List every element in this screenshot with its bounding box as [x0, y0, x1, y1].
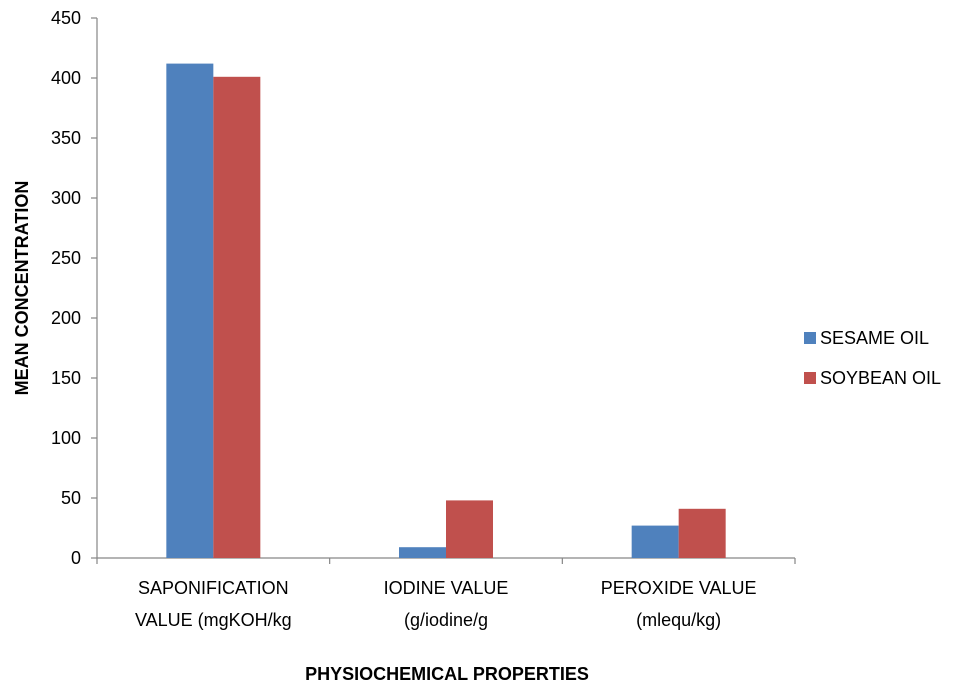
y-tick-label: 400 — [51, 68, 81, 88]
bar-sesame-oil — [166, 63, 214, 558]
y-tick-label: 0 — [71, 548, 81, 568]
x-category-label: SAPONIFICATION — [138, 578, 289, 598]
y-tick-label: 50 — [61, 488, 81, 508]
y-tick-label: 200 — [51, 308, 81, 328]
y-tick-label: 100 — [51, 428, 81, 448]
bar-soybean-oil — [446, 500, 493, 558]
x-axis-title: PHYSIOCHEMICAL PROPERTIES — [305, 664, 589, 684]
y-tick-label: 350 — [51, 128, 81, 148]
x-category-label: (g/iodine/g — [404, 610, 488, 630]
category-labels: SAPONIFICATION VALUE (mgKOH/kg IODINE VALU… — [135, 578, 757, 630]
x-category-label: VALUE (mgKOH/kg — [135, 610, 292, 630]
y-tick-label: 300 — [51, 188, 81, 208]
x-category-label: PEROXIDE VALUE — [601, 578, 757, 598]
x-category-label: IODINE VALUE — [384, 578, 509, 598]
legend-swatch — [804, 372, 816, 384]
y-tick-label: 150 — [51, 368, 81, 388]
bar-sesame-oil — [631, 525, 679, 558]
legend: SESAME OIL SOYBEAN OIL — [804, 328, 941, 388]
bar-soybean-oil — [213, 76, 261, 559]
x-category-label: (mlequ/kg) — [636, 610, 721, 630]
bar-sesame-oil — [399, 547, 446, 558]
x-ticks — [96, 558, 796, 564]
legend-label: SOYBEAN OIL — [820, 368, 941, 388]
y-ticks: 0 50 100 150 200 250 300 350 400 450 — [51, 8, 97, 568]
y-tick-label: 450 — [51, 8, 81, 28]
y-tick-label: 250 — [51, 248, 81, 268]
legend-swatch — [804, 332, 816, 344]
bar-soybean-oil — [678, 508, 726, 558]
y-axis-title: MEAN CONCENTRATION — [12, 181, 32, 396]
bars — [166, 63, 726, 559]
legend-label: SESAME OIL — [820, 328, 929, 348]
